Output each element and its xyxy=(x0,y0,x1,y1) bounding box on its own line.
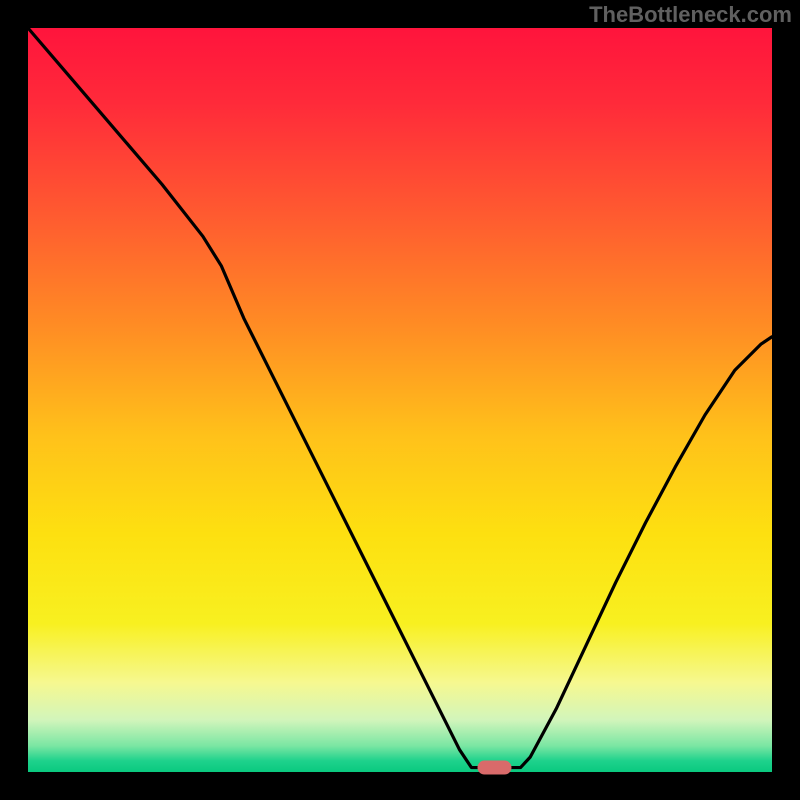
chart-svg xyxy=(0,0,800,800)
bottleneck-chart: TheBottleneck.com xyxy=(0,0,800,800)
watermark-text: TheBottleneck.com xyxy=(589,2,792,28)
optimal-marker xyxy=(477,761,511,775)
plot-background xyxy=(28,28,772,772)
